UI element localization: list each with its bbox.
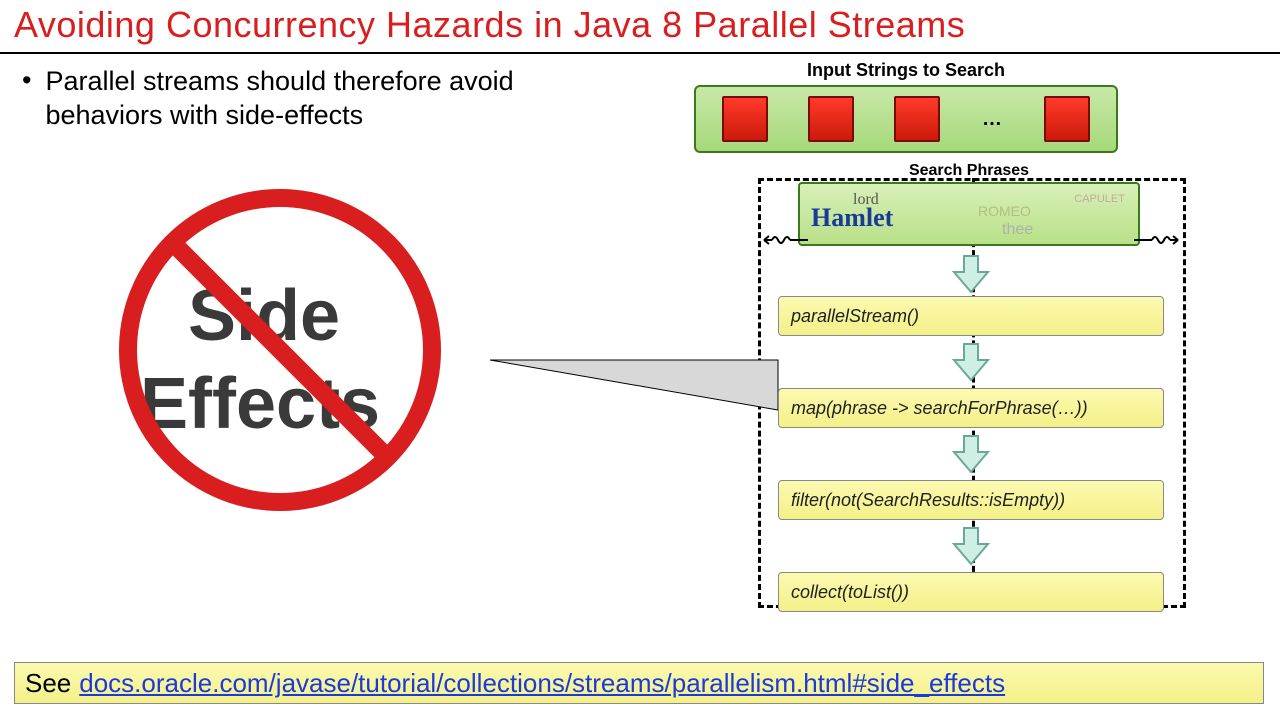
pipeline-step: collect(toList()) [778, 572, 1164, 612]
wordcloud-romeo: ROMEO CAPULET thee [972, 187, 1135, 241]
search-phrases-block: Search Phrases lord Hamlet ROMEO CAPULET… [798, 162, 1140, 246]
arrow-down-icon [949, 254, 993, 294]
pipeline-step: parallelStream() [778, 296, 1164, 336]
arrow-down-icon [949, 526, 993, 566]
footer-link[interactable]: docs.oracle.com/javase/tutorial/collecti… [79, 668, 1005, 699]
input-square [808, 96, 854, 142]
wordcloud-word: CAPULET [1074, 195, 1125, 204]
wordcloud-word-main: Hamlet [811, 213, 893, 222]
search-phrases-box: lord Hamlet ROMEO CAPULET thee [798, 182, 1140, 246]
page-title: Avoiding Concurrency Hazards in Java 8 P… [0, 0, 1280, 54]
footer-prefix: See [25, 668, 71, 699]
callout-triangle-icon [490, 280, 790, 480]
squiggle-icon [1132, 230, 1182, 250]
search-phrases-label: Search Phrases [798, 162, 1140, 180]
input-square [722, 96, 768, 142]
bullet-text: Parallel streams should therefore avoid … [45, 64, 605, 132]
footer-note: See docs.oracle.com/javase/tutorial/coll… [14, 662, 1264, 704]
pipeline-step: map(phrase -> searchForPhrase(…)) [778, 388, 1164, 428]
prohibition-icon: Side Effects [110, 180, 450, 520]
input-square [894, 96, 940, 142]
input-strings-block: Input Strings to Search … [694, 60, 1118, 153]
wordcloud-hamlet: lord Hamlet [803, 187, 966, 241]
wordcloud-word: ROMEO [978, 207, 1031, 216]
pipeline-step: filter(not(SearchResults::isEmpty)) [778, 480, 1164, 520]
input-strings-label: Input Strings to Search [694, 60, 1118, 81]
input-square [1044, 96, 1090, 142]
pipeline-column: parallelStream() map(phrase -> searchFor… [778, 290, 1164, 618]
bullet-marker: • [22, 64, 31, 96]
arrow-down-icon [949, 342, 993, 382]
arrow-down-icon [949, 434, 993, 474]
ellipsis: … [980, 108, 1004, 131]
wordcloud-word: thee [1002, 225, 1033, 234]
input-strings-box: … [694, 85, 1118, 153]
squiggle-icon [760, 230, 810, 250]
